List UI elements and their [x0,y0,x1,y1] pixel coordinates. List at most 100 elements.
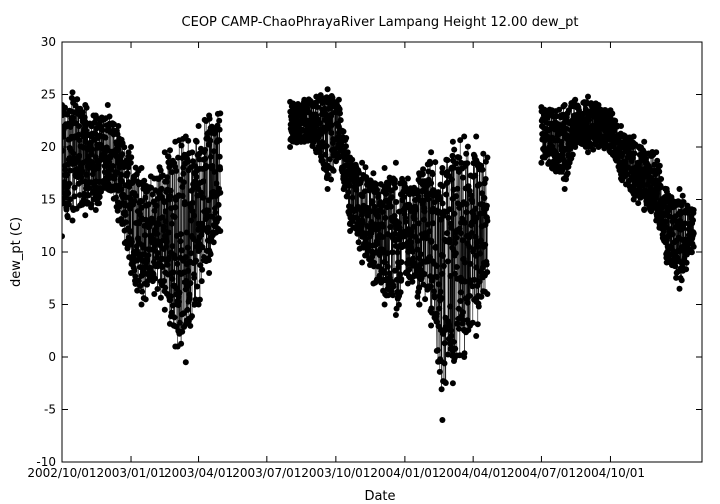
data-point [142,232,149,239]
data-point [189,199,196,206]
data-point [354,215,361,222]
data-point [690,243,697,250]
data-point [548,107,555,114]
data-point [324,186,331,192]
data-point [199,266,206,273]
y-tick-label: -10 [36,455,56,469]
data-point [165,229,172,236]
data-point [647,184,654,191]
data-point [189,313,195,320]
data-point [370,263,377,270]
data-point [359,159,366,166]
data-point [414,293,421,300]
data-point [468,192,475,199]
data-point [558,139,565,145]
data-point [361,188,368,195]
data-point [189,149,196,156]
data-point [427,160,434,167]
data-point [359,219,366,226]
data-point [182,254,189,261]
data-point [390,283,397,290]
data-point [89,146,96,153]
data-point [184,244,191,251]
data-point [434,263,441,269]
data-point [381,165,388,171]
data-point [68,95,75,101]
data-point [216,137,223,144]
data-point [118,171,125,178]
data-point [370,170,377,177]
data-point [405,257,412,264]
data-point [538,104,545,111]
data-point [607,107,614,114]
data-point [561,186,568,192]
data-point [205,257,212,264]
data-point [484,217,491,224]
data-point [324,86,331,93]
data-point [206,112,213,119]
data-point [125,164,132,171]
data-point [327,156,333,163]
data-point [464,143,471,150]
data-point [398,276,405,282]
data-point [658,176,665,182]
data-point [370,280,377,287]
data-point [449,152,456,159]
data-point [195,301,202,308]
data-point [153,202,160,209]
data-point [473,333,480,339]
data-point [653,149,660,156]
data-point [641,187,648,193]
data-point [96,193,103,200]
data-point [443,191,450,198]
data-point [173,167,180,174]
data-point [160,227,167,234]
data-point [404,175,411,182]
data-point [442,380,449,386]
data-point [690,217,696,224]
data-point [169,275,176,282]
data-point [62,133,67,140]
data-point [373,181,380,188]
data-point [185,158,191,165]
data-point [148,184,155,191]
data-point [217,110,224,117]
data-point [151,291,158,297]
data-point [165,153,172,160]
data-point [337,110,343,117]
data-point [681,220,688,227]
data-point [115,123,122,129]
data-point [590,146,597,153]
data-point [129,180,136,187]
data-point [371,203,378,210]
data-point [216,153,223,160]
data-point [439,270,446,277]
data-point [162,208,169,215]
data-point [82,212,89,219]
data-point [431,288,437,295]
data-point [83,127,90,134]
data-point [142,194,149,201]
data-point [174,260,181,267]
data-point [163,178,170,185]
data-point [484,269,491,276]
data-point [343,135,350,141]
data-point [469,199,476,205]
data-point [381,301,388,308]
x-tick-label: 2004/10/01 [576,466,645,480]
data-point [391,177,398,184]
data-point [121,144,128,151]
data-point [128,270,134,276]
data-point [680,199,687,205]
data-point [70,150,77,157]
x-tick-label: 2003/07/01 [232,466,301,480]
data-point [155,221,162,228]
data-point [464,299,471,306]
data-point [199,194,206,201]
data-point [109,163,116,169]
data-point [99,126,106,133]
data-point [450,164,457,171]
data-point [453,264,460,270]
x-tick-label: 2004/07/01 [507,466,576,480]
data-point [198,189,205,196]
